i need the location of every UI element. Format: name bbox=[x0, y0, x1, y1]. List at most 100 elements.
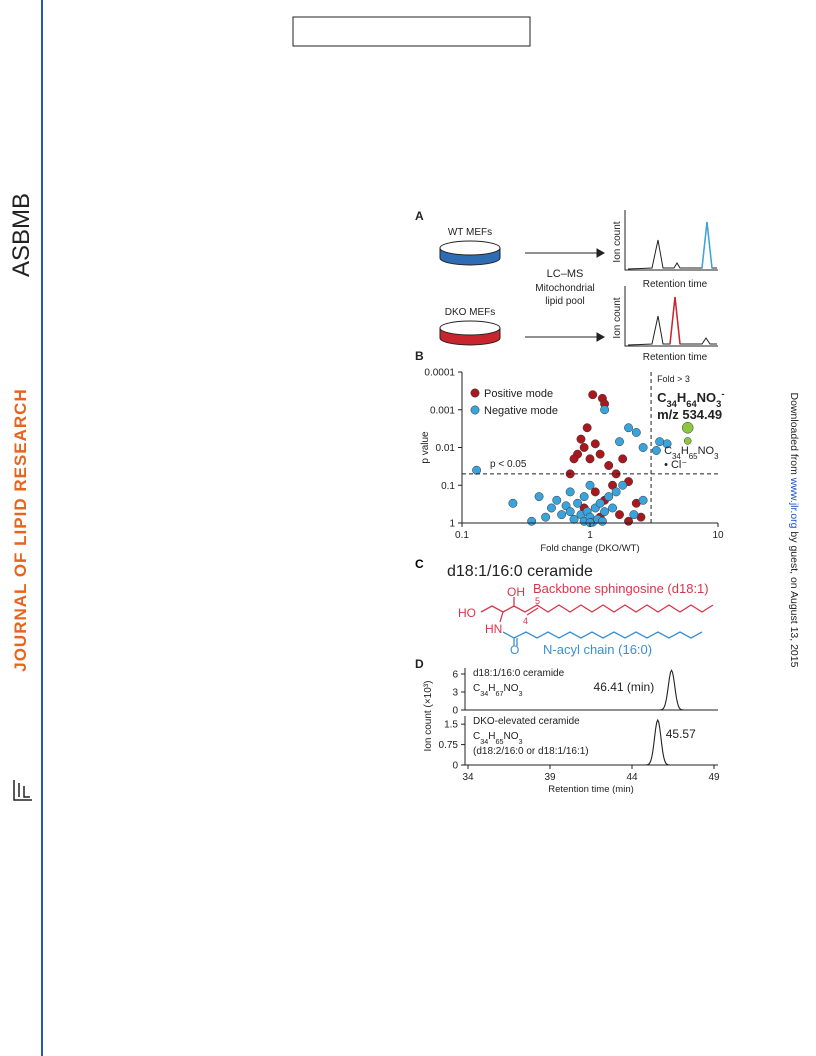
x-label: Retention time bbox=[643, 279, 708, 290]
data-point bbox=[585, 454, 595, 464]
formula-subscript: 3 bbox=[518, 689, 522, 698]
society-name: ASBMB bbox=[8, 193, 35, 277]
formula-subscript: 34 bbox=[480, 737, 488, 746]
data-point bbox=[629, 510, 639, 520]
method-line: lipid pool bbox=[545, 296, 584, 307]
formula-subscript: 34 bbox=[480, 689, 488, 698]
panel-a: A WT MEFs DKO MEFs LC–MS Mitochondrial l… bbox=[415, 209, 718, 363]
data-point bbox=[508, 498, 518, 508]
formula-subscript: 65 bbox=[495, 737, 503, 746]
y-axis-label: Ion count (×10³) bbox=[423, 681, 434, 752]
download-link[interactable]: www.jlr.org bbox=[788, 477, 800, 529]
formula-subscript: 34 bbox=[672, 452, 681, 461]
panel-c: C d18:1/16:0 ceramide Backbone sphingosi… bbox=[415, 557, 714, 657]
y-tick-label: 0 bbox=[452, 761, 458, 772]
formula-element: C bbox=[473, 731, 480, 742]
y-tick-label: 6 bbox=[452, 670, 458, 681]
arrows bbox=[525, 248, 606, 342]
formula-element: NO bbox=[503, 683, 518, 694]
backbone-label: Backbone sphingosine (d18:1) bbox=[533, 581, 709, 596]
download-prefix: Downloaded from bbox=[788, 393, 800, 478]
trace-name: d18:1/16:0 ceramide bbox=[473, 668, 565, 679]
data-point bbox=[595, 449, 605, 459]
data-point bbox=[600, 507, 610, 517]
chrom-peak bbox=[669, 296, 681, 345]
chromatogram-peak bbox=[467, 669, 718, 711]
data-point bbox=[651, 446, 661, 455]
y-tick-label: 0.01 bbox=[436, 443, 456, 454]
formula-subscript: 3 bbox=[518, 737, 522, 746]
data-point bbox=[604, 492, 614, 502]
acyl-label: N-acyl chain (16:0) bbox=[543, 642, 652, 657]
atom: HN bbox=[485, 622, 502, 636]
data-point bbox=[569, 454, 579, 464]
formula-subscript: 64 bbox=[686, 399, 697, 409]
data-point bbox=[595, 498, 605, 508]
formula-element: H bbox=[681, 445, 689, 457]
trace-name: DKO-elevated ceramide bbox=[473, 716, 580, 727]
formula-subscript: 67 bbox=[495, 689, 503, 698]
formula: C34H64NO3- bbox=[657, 389, 724, 409]
y-tick-label: 0 bbox=[452, 706, 458, 717]
atom: O bbox=[510, 643, 519, 657]
chrom-trace bbox=[627, 221, 717, 270]
dko-dish-top bbox=[439, 320, 501, 336]
x-tick-label: 0.1 bbox=[455, 530, 469, 541]
trace-note: (d18:2/16:0 or d18:1/16:1) bbox=[473, 746, 589, 757]
data-point bbox=[576, 434, 586, 444]
chrom-peak bbox=[701, 221, 713, 269]
data-point bbox=[604, 461, 614, 470]
data-point bbox=[527, 516, 537, 526]
y-label: Ion count bbox=[612, 221, 623, 262]
download-suffix: by guest, on August 13, 2015 bbox=[788, 529, 800, 668]
legend-swatch bbox=[470, 388, 480, 398]
y-tick-label: 3 bbox=[452, 688, 458, 699]
atom: OH bbox=[507, 585, 525, 599]
data-point bbox=[638, 495, 648, 505]
data-point bbox=[615, 437, 624, 447]
backbone-bonds bbox=[480, 597, 714, 623]
y-tick-label: 0.75 bbox=[439, 740, 459, 751]
data-point bbox=[624, 423, 633, 433]
data-point bbox=[597, 516, 607, 526]
journal-logo bbox=[13, 780, 32, 801]
x-axis-label: Fold change (DKO/WT) bbox=[540, 543, 639, 554]
y-axis-label: p value bbox=[420, 431, 431, 464]
atom: 5 bbox=[535, 596, 540, 606]
formula-element: H bbox=[488, 731, 495, 742]
x-tick-label: 44 bbox=[626, 772, 638, 783]
y-label: Ion count bbox=[612, 297, 623, 338]
data-point bbox=[579, 492, 589, 502]
formula-element: H bbox=[488, 683, 495, 694]
chrom-axes bbox=[624, 286, 718, 347]
data-point bbox=[541, 512, 551, 522]
adduct-note: • Cl⁻ bbox=[664, 459, 687, 471]
structure-title: d18:1/16:0 ceramide bbox=[447, 563, 593, 580]
data-point bbox=[681, 422, 694, 434]
x-tick-label: 1 bbox=[587, 530, 593, 541]
formula-element: NO bbox=[697, 390, 717, 405]
y-tick-label: 0.1 bbox=[441, 481, 455, 492]
data-point bbox=[557, 510, 567, 520]
x-tick-label: 39 bbox=[544, 772, 556, 783]
x-tick-label: 49 bbox=[708, 772, 720, 783]
panel-label: B bbox=[415, 349, 424, 363]
wt-label: WT MEFs bbox=[448, 227, 492, 238]
data-point bbox=[608, 503, 617, 513]
data-point bbox=[618, 454, 628, 464]
formula-element: NO bbox=[503, 731, 518, 742]
atom: 4 bbox=[523, 616, 528, 626]
data-point bbox=[611, 487, 621, 497]
data-point bbox=[588, 390, 598, 400]
target-mz: m/z 534.49 bbox=[657, 407, 722, 422]
data-point bbox=[472, 465, 482, 475]
legend-entry: Negative mode bbox=[484, 405, 558, 417]
data-point bbox=[618, 480, 628, 490]
formula-element: C bbox=[664, 445, 672, 457]
acyl-bonds bbox=[502, 631, 703, 646]
formula-subscript: 3 bbox=[714, 452, 719, 461]
data-point bbox=[638, 443, 648, 452]
